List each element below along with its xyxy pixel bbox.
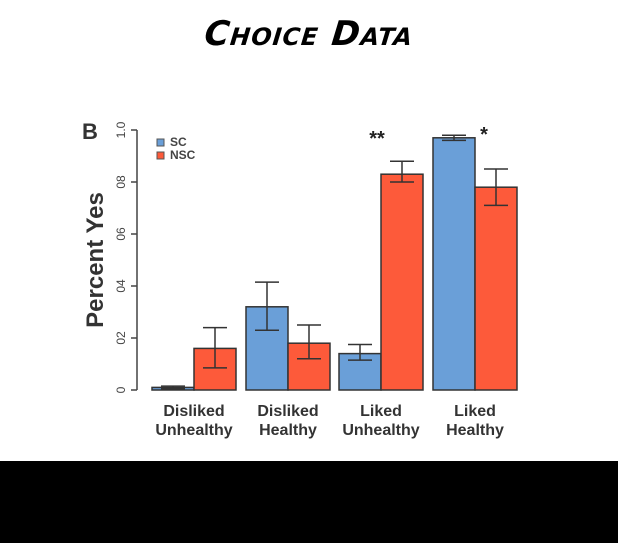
x-category-label: Healthy <box>446 422 504 439</box>
x-category-label: Healthy <box>259 422 317 439</box>
chart: B 0 02 04 06 08 1.0 Percent Yes Disliked Unhealth… <box>82 119 518 439</box>
x-category-label: Disliked <box>163 403 224 420</box>
y-tick-label: 06 <box>114 227 128 241</box>
bar-nsc-2 <box>380 173 424 391</box>
panel-label: B <box>82 119 98 144</box>
x-category-label: Unhealthy <box>155 422 232 439</box>
y-tick-label: 08 <box>114 175 128 189</box>
y-tick-label: 0 <box>114 386 128 393</box>
x-category-label: Liked <box>360 403 402 420</box>
bar-sc-3 <box>432 137 476 391</box>
bar-nsc-3 <box>474 186 518 391</box>
legend-swatch-nsc <box>156 151 165 160</box>
significance-marker: * <box>480 124 488 146</box>
x-category-label: Liked <box>454 403 496 420</box>
y-tick-label: 02 <box>114 331 128 345</box>
bar-chart: B 0 02 04 06 08 1.0 Percent Yes Disliked Unhealth… <box>82 119 518 439</box>
y-tick-label: 04 <box>114 279 128 293</box>
black-bottom-band <box>0 461 618 543</box>
x-category-label: Disliked <box>257 403 318 420</box>
x-category-label: Unhealthy <box>342 422 419 439</box>
legend-label-nsc: NSC <box>170 148 196 162</box>
legend-swatch-sc <box>156 138 165 147</box>
significance-marker: ** <box>369 128 385 150</box>
y-tick-label: 1.0 <box>114 121 128 138</box>
y-axis-label: Percent Yes <box>82 192 109 328</box>
legend-label-sc: SC <box>170 135 187 149</box>
